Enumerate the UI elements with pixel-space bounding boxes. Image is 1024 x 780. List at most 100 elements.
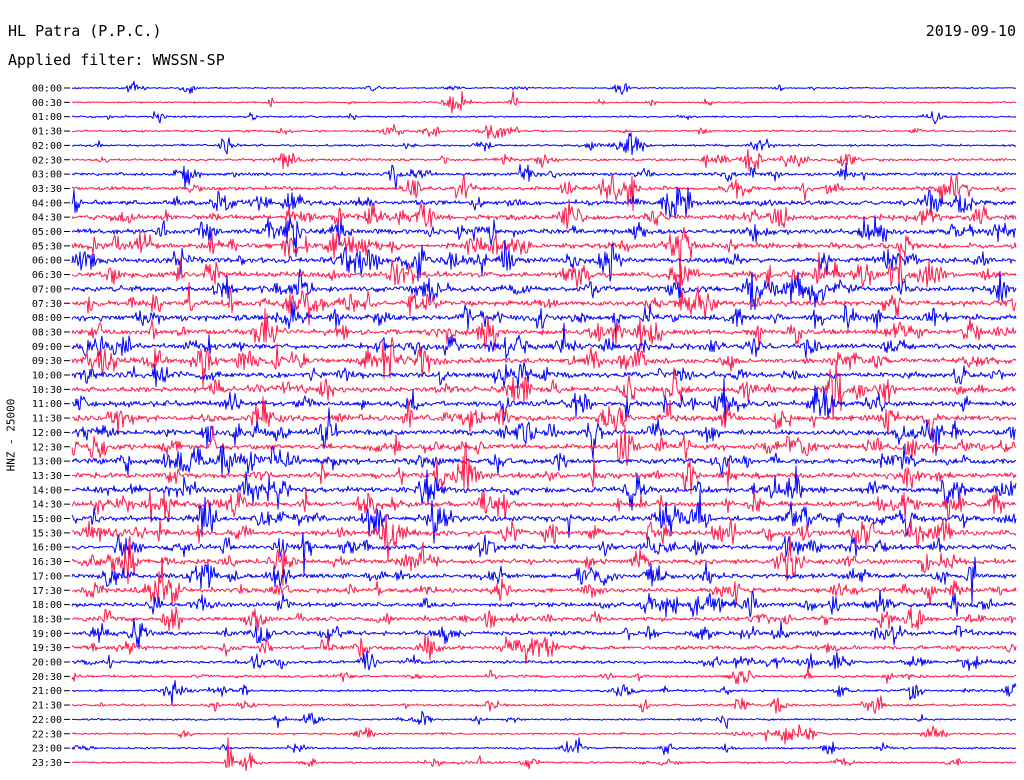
trace-2300: [71, 737, 1017, 756]
row-label-0930: 09:30: [32, 356, 62, 367]
trace-0830: [71, 308, 1017, 351]
trace-2200: [71, 710, 1017, 729]
row-label-1000: 10:00: [32, 371, 62, 382]
row-label-1330: 13:30: [32, 471, 62, 482]
row-label-0500: 05:00: [32, 227, 62, 238]
row-label-0600: 06:00: [32, 256, 62, 267]
row-label-0400: 04:00: [32, 198, 62, 209]
row-label-0800: 08:00: [32, 313, 62, 324]
trace-0930: [71, 337, 1017, 388]
trace-1030: [71, 363, 1017, 419]
trace-0330: [71, 173, 1017, 212]
row-label-1530: 15:30: [32, 528, 62, 539]
trace-2130: [71, 695, 1017, 715]
trace-0900: [71, 322, 1017, 360]
trace-0100: [71, 111, 1017, 125]
row-label-1130: 11:30: [32, 414, 62, 425]
row-label-1400: 14:00: [32, 485, 62, 496]
trace-1830: [71, 606, 1017, 632]
row-label-1430: 14:30: [32, 500, 62, 511]
row-label-1600: 16:00: [32, 543, 62, 554]
trace-1230: [71, 424, 1017, 466]
trace-1930: [71, 634, 1017, 665]
row-label-0430: 04:30: [32, 213, 62, 224]
trace-2000: [71, 650, 1017, 672]
trace-0530: [71, 226, 1017, 279]
row-label-0230: 02:30: [32, 155, 62, 166]
trace-1130: [71, 396, 1017, 440]
row-label-1100: 11:00: [32, 399, 62, 410]
row-label-0700: 07:00: [32, 284, 62, 295]
row-label-1700: 17:00: [32, 571, 62, 582]
trace-0030: [71, 90, 1017, 114]
row-label-0100: 01:00: [32, 112, 62, 123]
trace-1100: [71, 378, 1017, 424]
trace-0000: [71, 80, 1017, 95]
row-label-2200: 22:00: [32, 715, 62, 726]
trace-0500: [71, 215, 1017, 258]
row-label-0330: 03:30: [32, 184, 62, 195]
station-title: HL Patra (P.P.C.): [8, 22, 162, 40]
row-label-1830: 18:30: [32, 614, 62, 625]
trace-0800: [71, 301, 1017, 336]
trace-1300: [71, 444, 1017, 477]
row-label-1300: 13:00: [32, 457, 62, 468]
row-label-2100: 21:00: [32, 686, 62, 697]
trace-0200: [71, 132, 1017, 156]
trace-2030: [71, 666, 1017, 685]
row-label-2130: 21:30: [32, 701, 62, 712]
row-label-2300: 23:00: [32, 744, 62, 755]
row-label-1630: 16:30: [32, 557, 62, 568]
trace-1800: [71, 589, 1017, 618]
trace-1000: [71, 361, 1017, 389]
trace-0400: [71, 187, 1017, 219]
row-label-1730: 17:30: [32, 586, 62, 597]
trace-1200: [71, 407, 1017, 460]
row-label-1200: 12:00: [32, 428, 62, 439]
trace-0130: [71, 123, 1017, 140]
row-label-1930: 19:30: [32, 643, 62, 654]
trace-0300: [71, 162, 1017, 190]
row-label-0030: 00:30: [32, 98, 62, 109]
row-label-0630: 06:30: [32, 270, 62, 281]
row-label-2030: 20:30: [32, 672, 62, 683]
row-label-0000: 00:00: [32, 84, 62, 95]
date-label: 2019-09-10: [925, 22, 1016, 40]
trace-1430: [71, 487, 1017, 523]
row-label-0200: 02:00: [32, 141, 62, 152]
trace-1600: [71, 531, 1017, 577]
trace-1730: [71, 558, 1017, 607]
row-label-0530: 05:30: [32, 241, 62, 252]
trace-0230: [71, 149, 1017, 172]
row-label-2000: 20:00: [32, 658, 62, 669]
trace-1500: [71, 489, 1017, 544]
trace-0430: [71, 199, 1017, 232]
trace-1700: [71, 556, 1017, 604]
row-label-0830: 08:30: [32, 327, 62, 338]
row-label-1900: 19:00: [32, 629, 62, 640]
row-label-0130: 01:30: [32, 127, 62, 138]
row-label-2230: 22:30: [32, 729, 62, 740]
trace-0630: [71, 248, 1017, 298]
trace-0730: [71, 281, 1017, 326]
row-label-1030: 10:30: [32, 385, 62, 396]
trace-1530: [71, 513, 1017, 560]
trace-1630: [71, 535, 1017, 586]
trace-1330: [71, 444, 1017, 495]
row-label-1800: 18:00: [32, 600, 62, 611]
trace-0700: [71, 268, 1017, 311]
trace-2330: [71, 737, 1017, 772]
filter-label: Applied filter: WWSSN-SP: [8, 51, 225, 69]
row-label-1230: 12:30: [32, 442, 62, 453]
trace-1900: [71, 617, 1017, 650]
row-label-0730: 07:30: [32, 299, 62, 310]
row-label-0900: 09:00: [32, 342, 62, 353]
trace-2230: [71, 724, 1017, 745]
row-label-1500: 15:00: [32, 514, 62, 525]
trace-1400: [71, 465, 1017, 511]
trace-2100: [71, 679, 1017, 706]
trace-0600: [71, 239, 1017, 282]
row-label-2330: 23:30: [32, 758, 62, 769]
